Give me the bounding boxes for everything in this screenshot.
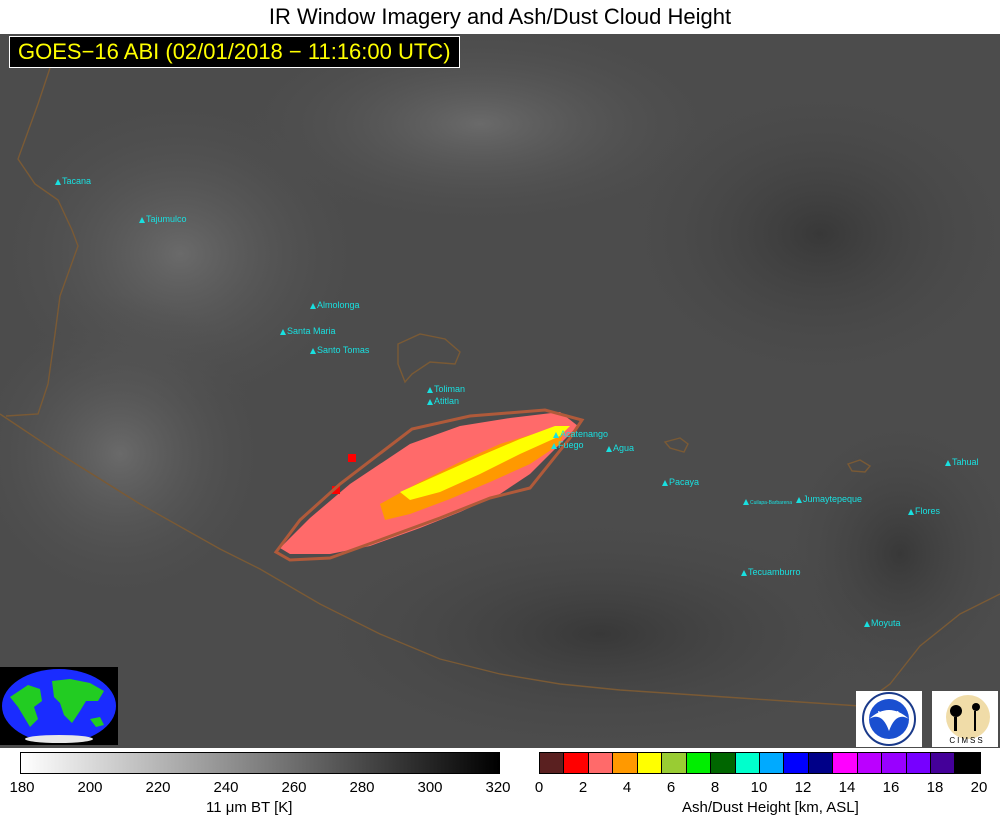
volcano-icon <box>796 497 802 503</box>
ash-tick: 14 <box>838 779 856 796</box>
ash-color-swatch <box>784 753 809 773</box>
volcano-marker[interactable]: Tacana <box>55 176 91 186</box>
map-canvas <box>0 34 1000 748</box>
volcano-icon <box>553 432 559 438</box>
ash-color-swatch <box>588 753 614 773</box>
ash-tick: 6 <box>666 779 676 796</box>
volcano-marker[interactable]: Moyuta <box>864 618 901 628</box>
noaa-icon: NOAA <box>862 692 916 746</box>
ash-tick: 20 <box>970 779 988 796</box>
volcano-icon <box>606 446 612 452</box>
ash-color-swatch <box>613 753 638 773</box>
volcano-marker[interactable]: Toliman <box>427 384 465 394</box>
noaa-logo: NOAA <box>856 691 922 747</box>
volcano-icon <box>310 348 316 354</box>
volcano-marker[interactable]: Jumaytepeque <box>796 494 862 504</box>
bt-tick: 240 <box>213 779 239 796</box>
bt-tick: 220 <box>145 779 171 796</box>
volcano-marker[interactable]: Pacaya <box>662 477 699 487</box>
ash-color-swatch <box>833 753 858 773</box>
bt-tick: 180 <box>9 779 35 796</box>
ash-color-swatch <box>711 753 736 773</box>
bt-tick: 260 <box>281 779 307 796</box>
svg-text:NOAA: NOAA <box>878 710 901 719</box>
volcano-icon <box>945 460 951 466</box>
volcano-icon <box>864 621 870 627</box>
ash-color-swatch <box>637 753 663 773</box>
volcano-marker[interactable]: Fuego <box>551 440 584 450</box>
satellite-map[interactable] <box>0 34 1000 748</box>
ash-color-swatch <box>564 753 589 773</box>
ash-color-swatch <box>906 753 931 773</box>
bt-tick: 300 <box>417 779 443 796</box>
volcano-marker[interactable]: Flores <box>908 506 940 516</box>
volcano-icon <box>427 387 433 393</box>
ash-color-swatch <box>808 753 834 773</box>
ash-colorbar-label: Ash/Dust Height [km, ASL] <box>682 799 859 816</box>
bt-colorbar <box>20 752 500 774</box>
ash-color-swatch <box>857 753 883 773</box>
timestamp-label: GOES−16 ABI (02/01/2018 − 11:16:00 UTC) <box>9 36 460 68</box>
bt-colorbar-label: 11 μm BT [K] <box>206 799 293 816</box>
bt-tick: 280 <box>349 779 375 796</box>
world-map-icon <box>2 669 116 743</box>
ash-color-swatch <box>662 753 687 773</box>
svg-text:CIMSS: CIMSS <box>949 736 984 745</box>
volcano-marker[interactable]: Santa Maria <box>280 326 336 336</box>
volcano-marker[interactable]: Cuilapa-Barbarena <box>743 499 792 506</box>
volcano-icon <box>908 509 914 515</box>
volcano-marker[interactable]: Tajumulco <box>139 214 187 224</box>
ash-tick: 0 <box>534 779 544 796</box>
ash-color-swatch <box>540 753 565 773</box>
volcano-icon <box>55 179 61 185</box>
volcano-icon <box>427 399 433 405</box>
volcano-icon <box>280 329 286 335</box>
ash-colorbar <box>539 752 981 774</box>
page-title: IR Window Imagery and Ash/Dust Cloud Hei… <box>268 4 732 29</box>
cimss-icon: CIMSS <box>932 691 998 747</box>
ash-tick: 12 <box>794 779 812 796</box>
volcano-marker[interactable]: Acatenango <box>553 429 608 439</box>
volcano-icon <box>310 303 316 309</box>
ash-color-swatch <box>955 753 980 773</box>
volcano-icon <box>139 217 145 223</box>
volcano-icon <box>741 570 747 576</box>
ash-tick: 2 <box>578 779 588 796</box>
ash-tick: 8 <box>710 779 720 796</box>
volcano-marker[interactable]: Atitlan <box>427 396 459 406</box>
volcano-marker[interactable]: Santo Tomas <box>310 345 369 355</box>
volcano-marker[interactable]: Almolonga <box>310 300 360 310</box>
volcano-icon <box>662 480 668 486</box>
ash-tick: 10 <box>750 779 768 796</box>
cimss-logo: CIMSS <box>932 691 998 747</box>
bt-tick: 320 <box>485 779 511 796</box>
ash-color-swatch <box>882 753 907 773</box>
volcano-marker[interactable]: Tahual <box>945 457 979 467</box>
ash-color-swatch <box>735 753 760 773</box>
ash-tick: 16 <box>882 779 900 796</box>
ash-plume <box>273 408 585 562</box>
volcano-marker[interactable]: Tecuamburro <box>741 567 801 577</box>
bt-tick: 200 <box>77 779 103 796</box>
ash-tick: 18 <box>926 779 944 796</box>
volcano-icon <box>551 443 557 449</box>
ash-color-swatch <box>931 753 956 773</box>
volcano-marker[interactable]: Agua <box>606 443 634 453</box>
ash-color-swatch <box>686 753 712 773</box>
volcano-icon <box>743 499 749 505</box>
globe-inset <box>0 667 118 745</box>
ash-tick: 4 <box>622 779 632 796</box>
ash-color-swatch <box>759 753 785 773</box>
